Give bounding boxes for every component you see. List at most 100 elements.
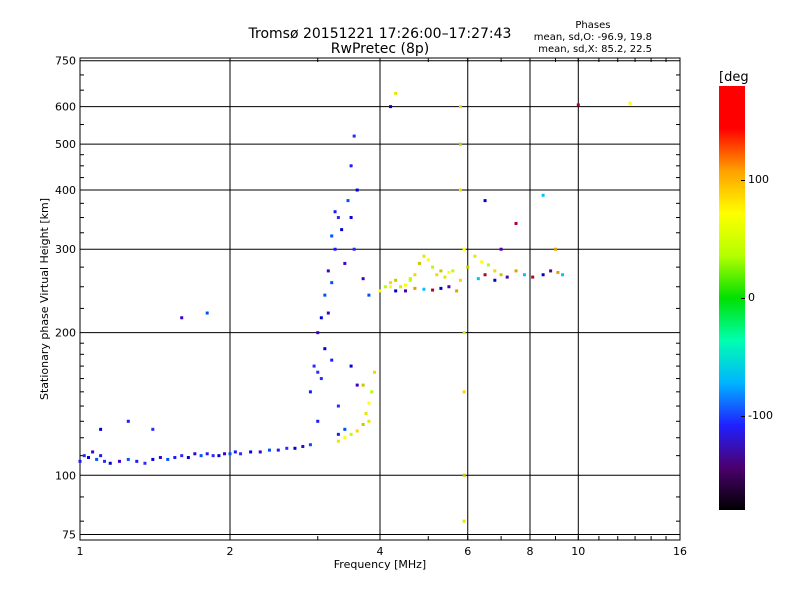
x-tick-label: 6 (464, 545, 471, 558)
data-point (151, 457, 155, 461)
x-axis-label: Frequency [MHz] (334, 558, 426, 571)
data-point (394, 278, 398, 282)
data-point (473, 254, 477, 258)
data-point (158, 456, 162, 460)
y-tick-label: 750 (55, 55, 76, 68)
data-point (413, 273, 417, 277)
data-point (199, 454, 203, 458)
data-point (346, 199, 350, 203)
data-point (378, 289, 382, 293)
data-point (228, 452, 232, 456)
data-point (285, 446, 289, 450)
data-point (180, 454, 184, 458)
data-point (435, 273, 439, 277)
data-point (330, 281, 334, 285)
y-tick-label: 600 (55, 101, 76, 114)
y-tick-label: 400 (55, 184, 76, 197)
data-point (330, 234, 334, 238)
data-point (389, 105, 393, 109)
data-point (408, 278, 412, 282)
x-tick-label: 10 (571, 545, 585, 558)
data-point (394, 91, 398, 95)
data-point (355, 188, 359, 192)
data-point (333, 210, 337, 214)
x-tick-label: 4 (377, 545, 384, 558)
data-point (349, 164, 353, 168)
data-point (349, 216, 353, 220)
data-point (340, 228, 344, 232)
data-point (78, 459, 82, 463)
data-point (336, 404, 340, 408)
data-point (466, 265, 470, 269)
data-point (249, 450, 253, 454)
data-point (455, 289, 459, 293)
y-tick-label: 75 (62, 528, 76, 541)
data-point (431, 288, 435, 292)
chart-title: Tromsø 20151221 17:26:00–17:27:43 (248, 26, 512, 42)
data-point (458, 142, 462, 146)
data-point (462, 247, 466, 251)
data-point (312, 364, 316, 368)
data-point (523, 273, 527, 277)
data-point (541, 273, 545, 277)
data-point (486, 263, 490, 267)
colorbar (719, 86, 745, 510)
data-point (458, 278, 462, 282)
colorbar-tick (741, 180, 745, 182)
data-point (316, 419, 320, 423)
data-point (135, 459, 139, 463)
data-point (628, 101, 632, 105)
colorbar-tick-label: 100 (748, 173, 769, 187)
data-point (126, 419, 130, 423)
data-point (531, 275, 535, 279)
data-point (205, 452, 209, 456)
data-point (319, 377, 323, 381)
colorbar-label: [deg (719, 70, 749, 85)
data-point (493, 269, 497, 273)
data-point (108, 461, 112, 465)
x-tick-label: 2 (227, 545, 234, 558)
y-tick-label: 500 (55, 138, 76, 151)
data-point (117, 459, 121, 463)
data-point (349, 432, 353, 436)
phase-stats: Phases mean, sd,O: -96.9, 19.8 mean, sd,… (534, 20, 652, 56)
data-point (316, 370, 320, 374)
data-point (499, 273, 503, 277)
data-point (326, 269, 330, 273)
data-point (343, 261, 347, 265)
y-axis-label: Stationary phase Virtual Height [km] (38, 198, 51, 400)
data-point (99, 454, 103, 458)
data-point (447, 270, 451, 274)
x-tick-label: 8 (527, 545, 534, 558)
data-point (166, 457, 170, 461)
data-point (293, 446, 297, 450)
data-point (439, 286, 443, 290)
data-point (451, 269, 455, 273)
data-point (458, 188, 462, 192)
data-point (193, 452, 197, 456)
data-point (361, 422, 365, 426)
y-tick-label: 200 (55, 327, 76, 340)
data-point (223, 452, 227, 456)
data-point (349, 364, 353, 368)
phase-stats-header: Phases (575, 20, 611, 31)
data-point (462, 473, 466, 477)
data-point (323, 293, 327, 297)
data-point (316, 331, 320, 335)
data-point (443, 275, 447, 279)
data-point (173, 456, 177, 460)
data-point (211, 454, 215, 458)
data-point (458, 105, 462, 109)
chart-subtitle: RwPretec (8p) (330, 41, 430, 57)
data-point (483, 199, 487, 203)
data-point (319, 316, 323, 320)
data-point (499, 247, 503, 251)
data-point (86, 456, 90, 460)
data-point (336, 439, 340, 443)
data-point (514, 269, 518, 273)
data-point (417, 261, 421, 265)
data-point (561, 273, 565, 277)
data-point (553, 247, 557, 251)
data-point (258, 450, 262, 454)
